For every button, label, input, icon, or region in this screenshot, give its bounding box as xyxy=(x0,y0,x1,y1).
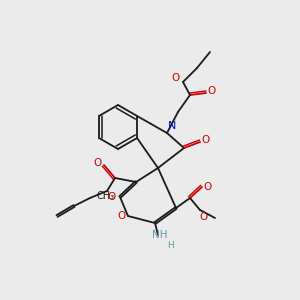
Text: O: O xyxy=(208,86,216,96)
Text: O: O xyxy=(172,73,180,83)
Text: O: O xyxy=(117,211,125,221)
Text: H: H xyxy=(167,241,173,250)
Text: NH: NH xyxy=(152,230,168,240)
Text: O: O xyxy=(93,158,101,168)
Text: N: N xyxy=(168,121,176,131)
Text: O: O xyxy=(199,212,207,222)
Text: O: O xyxy=(204,182,212,192)
Text: O: O xyxy=(107,192,115,202)
Text: O: O xyxy=(202,135,210,145)
Text: CH₃: CH₃ xyxy=(97,191,115,201)
